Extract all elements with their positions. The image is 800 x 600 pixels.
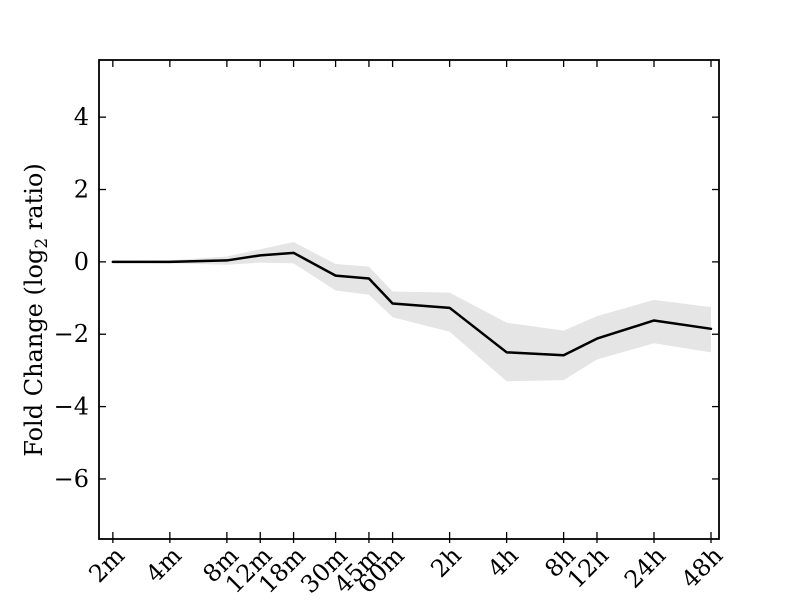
y-tick-label: 4 — [74, 103, 89, 131]
y-tick-label: 2 — [74, 176, 89, 204]
confidence-band — [112, 241, 712, 382]
fold-change-line — [111, 251, 713, 357]
y-tick-labels: 4 2 0 −2 −4 −6 — [54, 103, 89, 493]
y-axis-ticks — [99, 116, 719, 480]
y-axis-label: Fold Change (log2 ratio) — [20, 163, 52, 456]
y-tick-label: −2 — [54, 320, 89, 348]
plot-area-border — [98, 59, 720, 540]
y-tick-label: −6 — [54, 465, 89, 493]
x-axis-ticks — [112, 60, 712, 543]
y-tick-label: 0 — [74, 248, 89, 276]
y-tick-label: −4 — [54, 393, 89, 421]
